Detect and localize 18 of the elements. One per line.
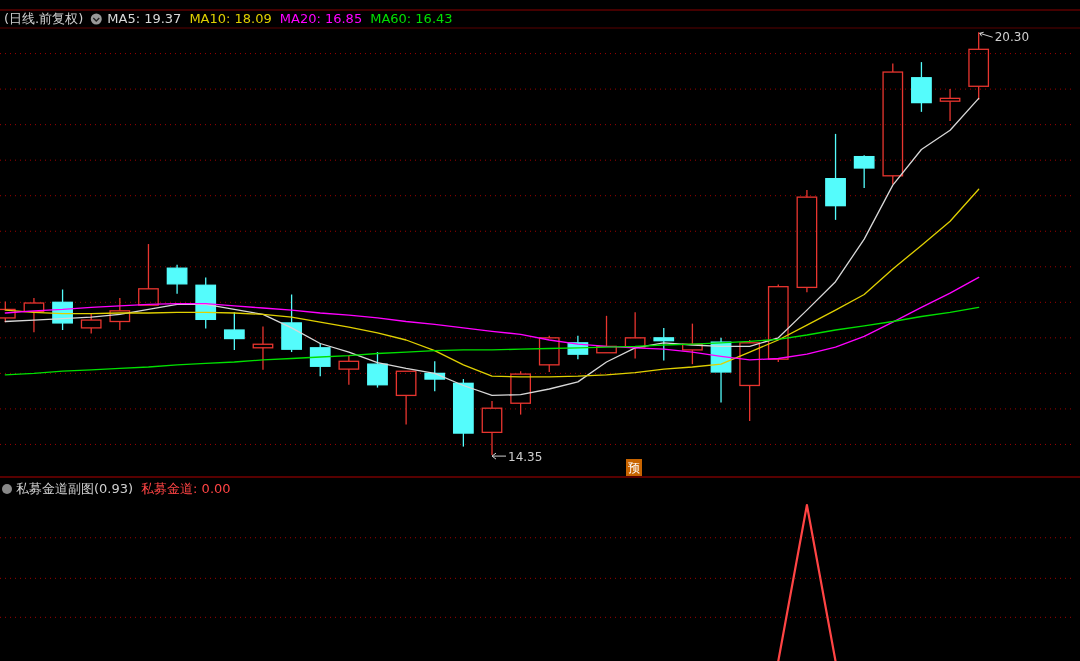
candlestick [796, 189, 818, 294]
chart-title: (日线.前复权) [4, 11, 84, 26]
candlestick [624, 311, 646, 360]
annotation: 预 [628, 461, 640, 475]
candlestick [481, 400, 503, 456]
candlestick [252, 325, 274, 371]
text: 20.30 [994, 30, 1030, 45]
candlestick [338, 354, 360, 386]
candlestick [23, 297, 45, 333]
text: MA20: 16.85 [279, 11, 363, 26]
candlestick [166, 264, 188, 295]
text: 私募金道: 0.00 [141, 481, 231, 496]
text: MA10: 18.09 [189, 11, 272, 26]
text: MA60: 16.43 [370, 11, 453, 26]
chart-title: 私募金道副图(0.93) [16, 481, 134, 496]
text: MA5: 19.37 [107, 11, 182, 26]
candlestick [939, 88, 961, 122]
annotation: 14.35 [508, 450, 543, 465]
